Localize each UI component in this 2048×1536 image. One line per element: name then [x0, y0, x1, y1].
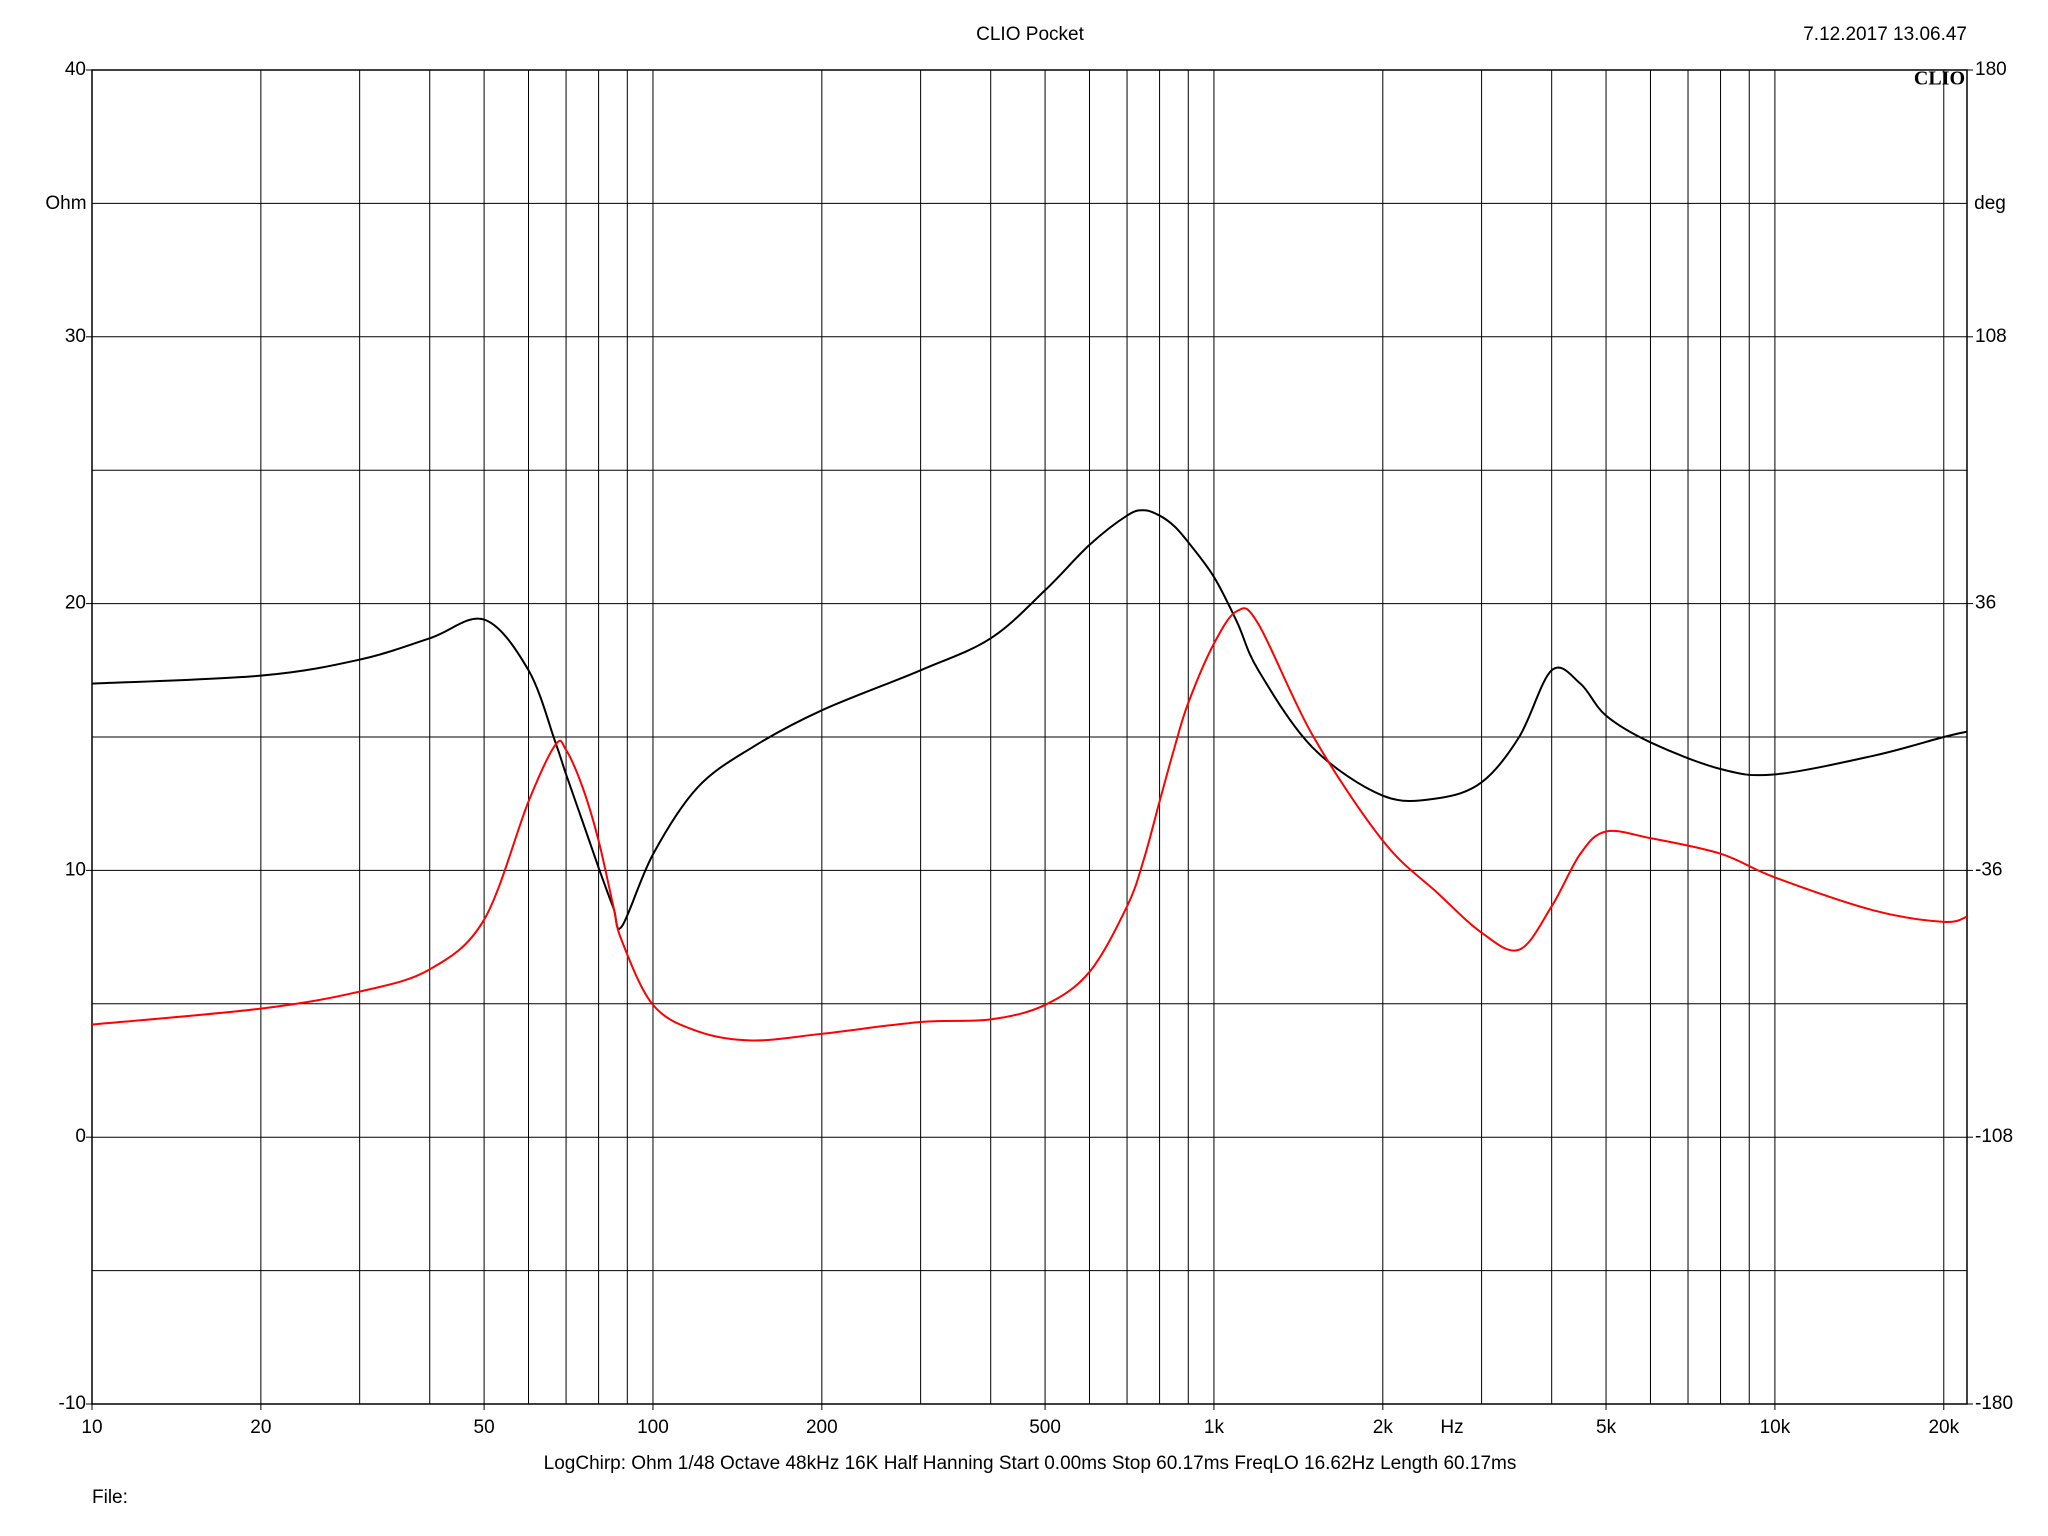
y-tick-label: 0: [75, 1126, 86, 1147]
plot-frame: [91, 69, 1968, 1405]
x-tick-label: 100: [637, 1417, 669, 1438]
logo: CLIO: [1914, 68, 1965, 90]
series-line: [91, 607, 1968, 1042]
x-tick-label: 200: [806, 1417, 838, 1438]
x-tick-label: 50: [474, 1417, 495, 1438]
x-tick-label: 2k: [1373, 1417, 1394, 1438]
x-tick-label: 5k: [1596, 1417, 1617, 1438]
y2-tick-label: -180: [1975, 1393, 2013, 1414]
x-tick-label: 10k: [1760, 1417, 1791, 1438]
x-unit: Hz: [1440, 1417, 1463, 1438]
y-tick-label: -10: [59, 1393, 86, 1414]
y2-tick-label: 108: [1975, 326, 2007, 347]
y2-tick-label: 180: [1975, 59, 2007, 80]
y-tick-label: 30: [65, 326, 86, 347]
footer-info: LogChirp: Ohm 1/48 Octave 48kHz 16K Half…: [544, 1453, 1517, 1474]
x-tick-label: 500: [1029, 1417, 1061, 1438]
y-tick-label: 20: [65, 593, 86, 614]
file-label: File:: [92, 1487, 128, 1508]
y2-tick-label: -108: [1975, 1126, 2013, 1147]
timestamp: 7.12.2017 13.06.47: [1803, 24, 1967, 45]
y2-tick-label: -36: [1975, 859, 2002, 880]
x-tick-label: 1k: [1204, 1417, 1225, 1438]
y2-tick-label: 36: [1975, 593, 1996, 614]
y-tick-label: 10: [65, 859, 86, 880]
x-tick-label: 20k: [1928, 1417, 1959, 1438]
y2-unit: deg: [1974, 193, 2006, 214]
y-unit: Ohm: [45, 193, 86, 214]
chart-title: CLIO Pocket: [976, 24, 1084, 45]
x-tick-label: 20: [250, 1417, 271, 1438]
y-tick-label: 40: [65, 59, 86, 80]
series-line: [91, 509, 1968, 930]
x-tick-label: 10: [81, 1417, 102, 1438]
